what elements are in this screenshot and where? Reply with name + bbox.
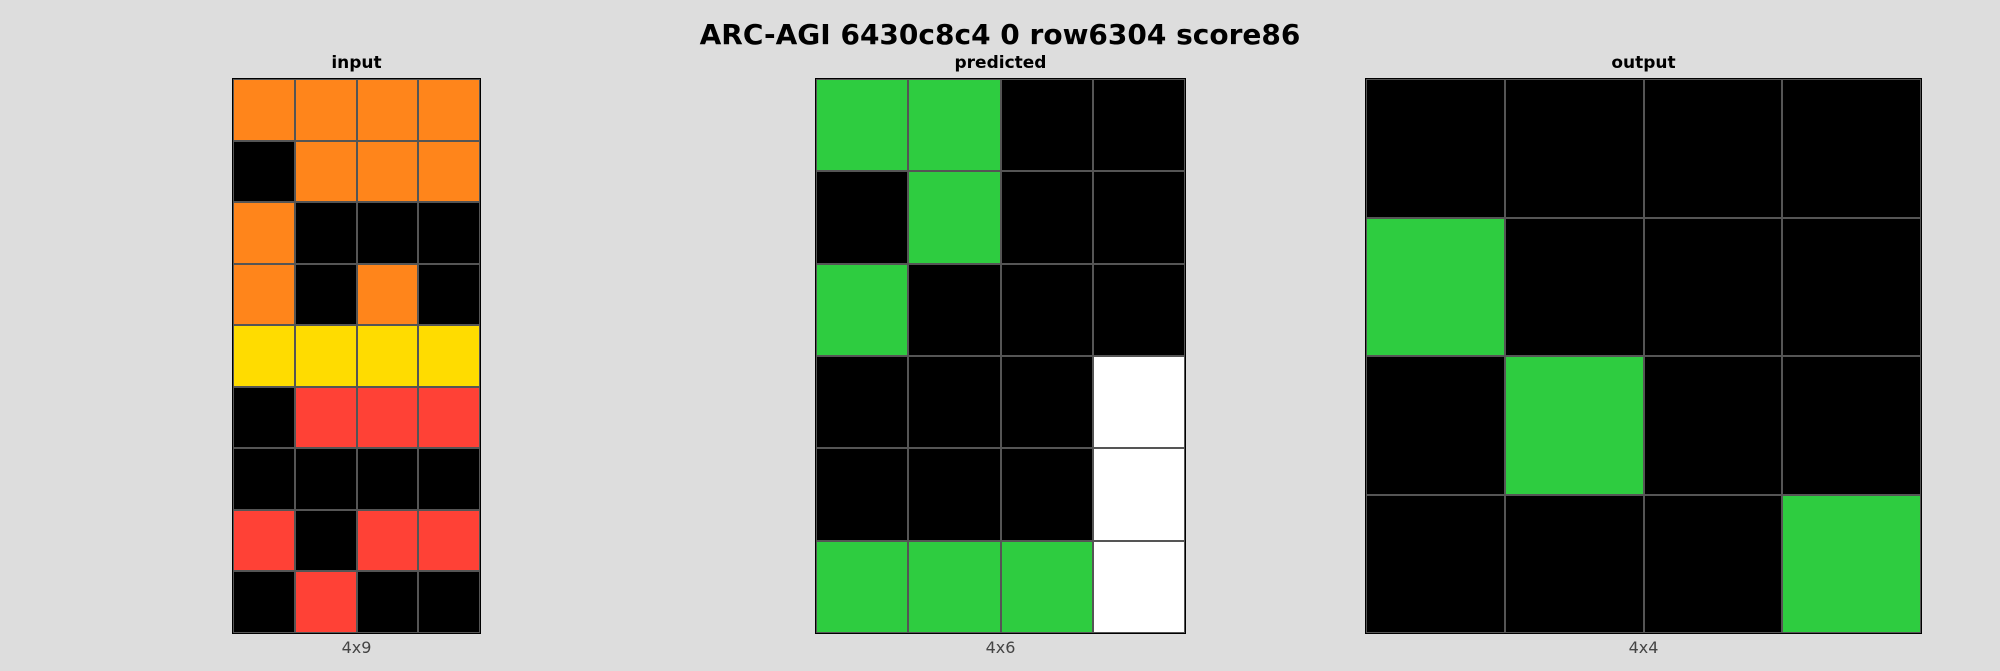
predicted-cell (1000, 79, 1093, 172)
output-cell (1504, 494, 1644, 633)
input-cell (418, 79, 480, 141)
input-cell (294, 509, 357, 572)
input-cell (294, 263, 357, 326)
input-cell (418, 448, 480, 510)
predicted-cell (908, 263, 1001, 356)
input-cell (356, 386, 419, 449)
predicted-panel: predicted 4x6 (815, 53, 1186, 657)
input-cell (418, 386, 480, 449)
predicted-cell (908, 79, 1001, 172)
output-grid (1365, 78, 1922, 634)
input-panel: input 4x9 (232, 53, 481, 657)
output-cell (1366, 217, 1505, 356)
input-cell (233, 509, 295, 572)
output-cell (1782, 356, 1921, 495)
output-cell (1782, 494, 1921, 633)
predicted-cell (816, 79, 909, 172)
output-cell (1504, 356, 1644, 495)
output-cell (1782, 217, 1921, 356)
input-cell (356, 263, 419, 326)
input-cell (294, 202, 357, 264)
predicted-cell (1000, 356, 1093, 449)
predicted-cell (908, 171, 1001, 264)
input-cell (418, 202, 480, 264)
input-cell (233, 202, 295, 264)
predicted-panel-title: predicted (954, 53, 1047, 73)
input-cell (233, 571, 295, 633)
input-cell (233, 140, 295, 203)
predicted-cell (1000, 263, 1093, 356)
output-cell (1504, 79, 1644, 218)
input-cell (356, 202, 419, 264)
input-cell (418, 571, 480, 633)
predicted-cell (1092, 540, 1185, 633)
input-cell (356, 325, 419, 387)
input-cell (356, 140, 419, 203)
output-cell (1782, 79, 1921, 218)
input-cell (418, 263, 480, 326)
input-cell (233, 325, 295, 387)
input-cell (294, 386, 357, 449)
input-cell (294, 140, 357, 203)
input-cell (233, 448, 295, 510)
output-cell (1366, 79, 1505, 218)
predicted-cell (908, 356, 1001, 449)
predicted-cell (1092, 356, 1185, 449)
predicted-grid-dimensions: 4x6 (985, 638, 1016, 657)
input-cell (356, 79, 419, 141)
output-cell (1643, 494, 1783, 633)
input-cell (233, 263, 295, 326)
predicted-cell (1000, 540, 1093, 633)
predicted-cell (1092, 448, 1185, 541)
predicted-cell (1000, 171, 1093, 264)
predicted-cell (1092, 171, 1185, 264)
predicted-cell (908, 448, 1001, 541)
input-cell (233, 79, 295, 141)
output-cell (1366, 494, 1505, 633)
input-cell (294, 79, 357, 141)
input-cell (418, 140, 480, 203)
predicted-cell (816, 448, 909, 541)
predicted-cell (816, 540, 909, 633)
predicted-cell (1092, 263, 1185, 356)
input-cell (356, 509, 419, 572)
input-cell (294, 448, 357, 510)
output-grid-dimensions: 4x4 (1628, 638, 1659, 657)
input-cell (418, 325, 480, 387)
input-cell (294, 325, 357, 387)
input-cell (233, 386, 295, 449)
input-grid (232, 78, 481, 634)
output-panel: output 4x4 (1365, 53, 1922, 657)
output-cell (1643, 356, 1783, 495)
predicted-cell (816, 171, 909, 264)
input-cell (356, 448, 419, 510)
predicted-cell (816, 263, 909, 356)
output-cell (1366, 356, 1505, 495)
predicted-cell (908, 540, 1001, 633)
predicted-cell (1000, 448, 1093, 541)
output-panel-title: output (1611, 53, 1676, 73)
figure-title: ARC-AGI 6430c8c4 0 row6304 score86 (699, 18, 1301, 51)
input-grid-dimensions: 4x9 (341, 638, 372, 657)
output-cell (1643, 79, 1783, 218)
input-cell (418, 509, 480, 572)
predicted-grid (815, 78, 1186, 634)
output-cell (1643, 217, 1783, 356)
input-panel-title: input (331, 53, 382, 73)
input-cell (356, 571, 419, 633)
predicted-cell (816, 356, 909, 449)
predicted-cell (1092, 79, 1185, 172)
output-cell (1504, 217, 1644, 356)
input-cell (294, 571, 357, 633)
